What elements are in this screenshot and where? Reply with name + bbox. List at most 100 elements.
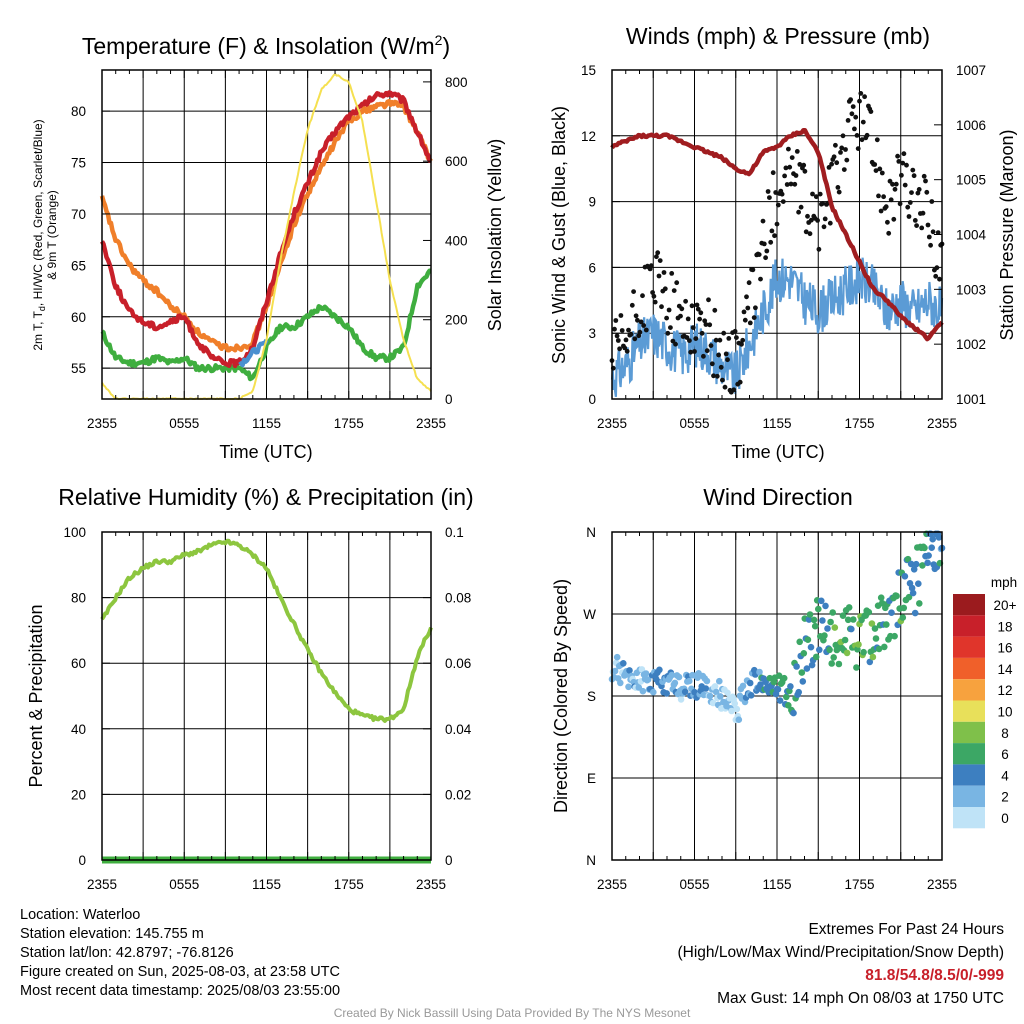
direction-point	[733, 705, 741, 713]
direction-point	[919, 562, 926, 569]
temp-x-tick-label: 1755	[334, 416, 364, 431]
gust-point	[805, 213, 810, 219]
speed-legend-title: mph	[991, 575, 1017, 590]
max-gust: Max Gust: 14 mph On 08/03 at 1750 UTC	[717, 990, 1004, 1007]
rh-y-tick-label: 40	[71, 722, 86, 737]
speed-legend: mph 20+ 18 16 14 12 10 8 6 4 2 0	[953, 575, 1017, 829]
gust-point	[853, 114, 859, 120]
direction-point	[819, 617, 826, 624]
direction-point	[807, 643, 815, 651]
direction-point	[909, 589, 917, 597]
gust-point	[617, 346, 622, 352]
gust-point	[829, 161, 834, 167]
gust-point	[708, 343, 714, 348]
direction-point	[877, 594, 885, 601]
gust-point	[637, 329, 643, 335]
direction-point	[929, 535, 936, 543]
gust-point	[834, 160, 840, 166]
temp-y2-tick-label: 0	[445, 392, 453, 407]
gust-point	[838, 150, 843, 155]
direction-point	[893, 592, 900, 600]
gust-point	[904, 162, 909, 168]
legend-swatch	[953, 636, 985, 658]
direction-point	[711, 683, 719, 690]
temperature-chart-title: Temperature (F) & Insolation (W/m2)	[82, 32, 450, 59]
gust-point	[655, 250, 661, 256]
gust-point	[792, 181, 798, 187]
gust-point	[930, 229, 936, 235]
temp-y-tick-label: 75	[71, 156, 86, 171]
gust-point	[713, 337, 719, 343]
gust-point	[801, 162, 807, 168]
gust-point	[879, 170, 885, 176]
gust-point	[772, 233, 777, 239]
direction-point	[828, 660, 835, 667]
direction-point	[686, 677, 693, 685]
gust-point	[767, 195, 772, 201]
wind-x-tick-label: 0555	[679, 416, 709, 431]
direction-point	[776, 697, 784, 704]
gust-point	[709, 361, 715, 367]
direction-point	[613, 653, 621, 661]
wind-grid	[612, 70, 942, 399]
direction-point	[841, 636, 849, 644]
gust-point	[662, 286, 668, 292]
gust-point	[893, 181, 899, 187]
gust-point	[694, 302, 700, 308]
gust-point	[854, 133, 860, 138]
pressure-y-label: Station Pressure (Maroon)	[997, 129, 1017, 340]
gust-point	[652, 299, 658, 305]
direction-point	[731, 700, 738, 707]
gust-point	[857, 98, 862, 104]
direction-point	[871, 625, 879, 632]
direction-point	[671, 679, 679, 687]
temperature-chart: Temperature (F) & Insolation (W/m2) 2355…	[31, 32, 505, 462]
wind-y2-tick-label: 1005	[956, 173, 986, 188]
legend-swatch	[953, 700, 985, 722]
gust-point	[876, 193, 881, 199]
gust-point	[665, 330, 671, 336]
gust-point	[796, 209, 801, 215]
direction-point	[916, 600, 923, 607]
gust-point	[628, 331, 634, 337]
direction-point	[805, 616, 813, 623]
gust-point	[732, 328, 738, 334]
direction-point	[677, 696, 685, 703]
gust-point	[635, 317, 640, 323]
gust-point	[720, 377, 725, 383]
gust-point	[929, 199, 935, 204]
rh-y2-tick-label: 0.08	[445, 591, 471, 606]
gust-point	[890, 181, 895, 187]
direction-point	[811, 622, 819, 630]
direction-point	[728, 707, 735, 715]
gust-point	[632, 336, 638, 342]
rh-y-tick-label: 80	[71, 591, 86, 606]
direction-point	[900, 604, 908, 612]
gust-point	[899, 172, 904, 178]
rh-x-tick-label: 1755	[334, 877, 364, 892]
legend-swatch	[953, 721, 985, 744]
gust-point	[697, 316, 702, 322]
rh-x-tick-label: 0555	[169, 877, 199, 892]
gust-point	[746, 280, 752, 286]
direction-point	[756, 668, 763, 676]
wdir-y-tick-label: E	[587, 771, 596, 786]
wdir-y-label: Direction (Colored By Speed)	[551, 579, 571, 813]
wind-x-tick-label: 1755	[844, 416, 874, 431]
humidity-precip-chart: Relative Humidity (%) & Precipitation (i…	[26, 484, 474, 892]
temp-y-tick-label: 55	[71, 361, 86, 376]
direction-point	[783, 693, 790, 701]
direction-point	[702, 685, 710, 692]
gust-point	[902, 182, 908, 188]
direction-point	[912, 560, 920, 568]
wind-y2-tick-label: 1003	[956, 282, 986, 297]
gust-point	[712, 307, 718, 313]
gust-point	[695, 306, 701, 312]
legend-swatch	[953, 764, 985, 786]
gust-point	[873, 168, 879, 174]
direction-point	[803, 665, 811, 672]
gust-point	[907, 200, 913, 205]
gust-point	[808, 217, 814, 223]
gust-point	[920, 210, 926, 216]
direction-point	[868, 620, 876, 627]
